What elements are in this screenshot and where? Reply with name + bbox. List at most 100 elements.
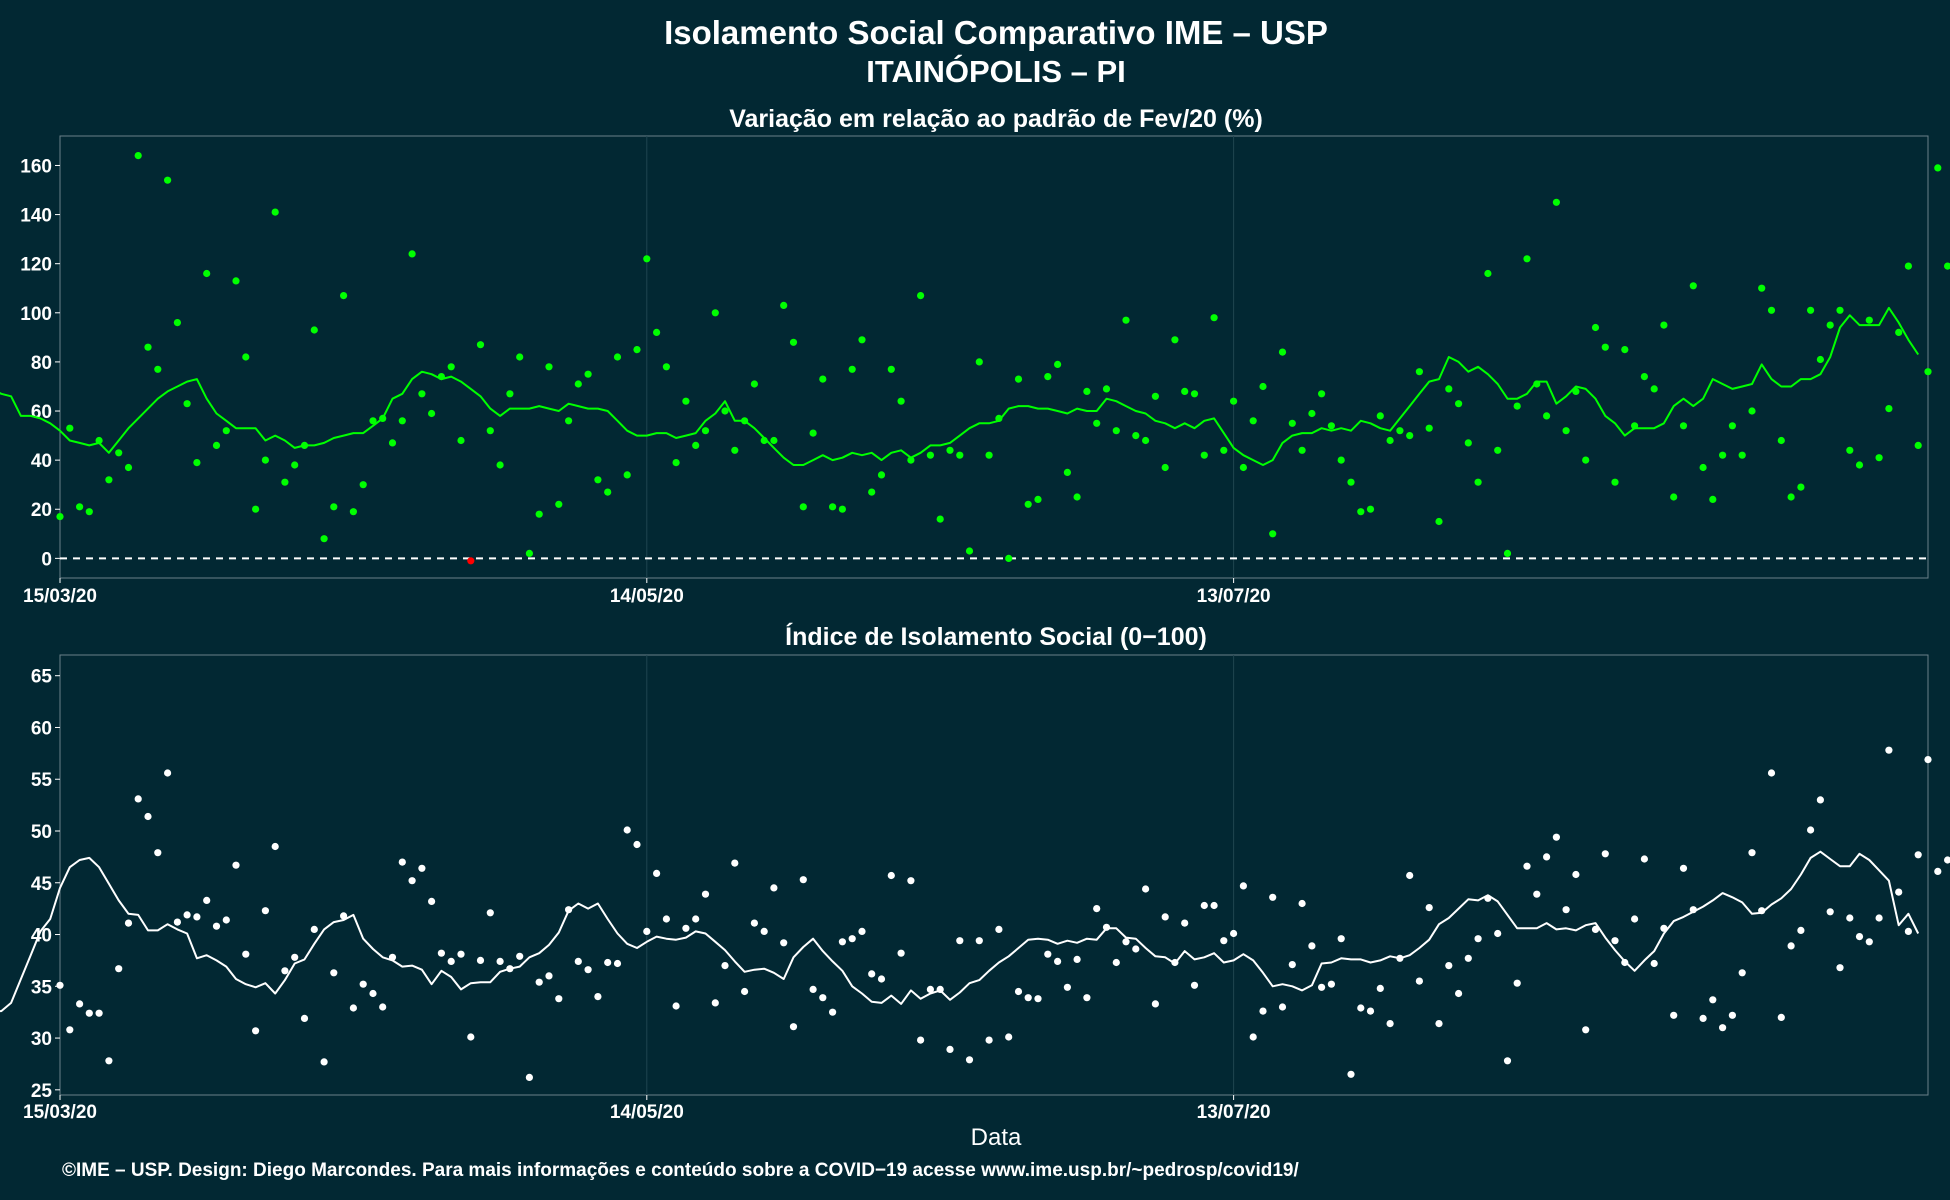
data-point xyxy=(252,1027,260,1035)
data-point xyxy=(1601,850,1609,858)
data-point xyxy=(1650,385,1658,393)
data-point xyxy=(1464,954,1472,962)
data-point xyxy=(56,513,64,521)
data-point xyxy=(291,461,299,469)
footer-credit: ©IME – USP. Design: Diego Marcondes. Par… xyxy=(62,1160,1299,1181)
data-point xyxy=(653,869,661,878)
data-point xyxy=(369,417,377,425)
data-point xyxy=(56,981,64,989)
data-point xyxy=(770,436,778,445)
data-point xyxy=(662,363,671,371)
data-point xyxy=(173,918,181,926)
data-point xyxy=(1406,871,1414,880)
plot-frame xyxy=(59,135,1929,579)
data-point xyxy=(232,861,240,869)
main-title: Isolamento Social Comparativo IME – USP xyxy=(664,14,1328,51)
data-point xyxy=(780,301,788,309)
y-tick-label: 20 xyxy=(31,500,52,521)
data-point xyxy=(124,463,133,472)
data-point xyxy=(692,915,700,923)
data-point xyxy=(281,478,289,486)
data-point xyxy=(1425,904,1433,912)
data-point xyxy=(1523,255,1531,263)
data-point xyxy=(1816,355,1824,364)
data-point xyxy=(672,459,680,467)
top-panel-title: Variação em relação ao padrão de Fev/20 … xyxy=(729,105,1263,133)
data-point xyxy=(711,309,719,317)
y-tick-label: 45 xyxy=(31,874,53,895)
data-point xyxy=(594,993,602,1001)
x-tick-label: 13/07/20 xyxy=(1197,1102,1271,1123)
data-point xyxy=(1865,938,1873,946)
data-point xyxy=(907,456,915,464)
data-point xyxy=(838,505,847,513)
data-point xyxy=(1455,400,1463,408)
data-point xyxy=(1005,1033,1013,1041)
y-tick-label: 120 xyxy=(20,255,52,276)
data-point xyxy=(1885,405,1893,413)
plot-frame xyxy=(59,654,1929,1096)
data-point xyxy=(1063,468,1071,476)
data-point xyxy=(525,1073,534,1081)
data-point xyxy=(613,353,622,361)
data-point xyxy=(1366,1007,1375,1015)
data-point xyxy=(516,952,524,960)
data-point xyxy=(310,326,318,334)
data-point xyxy=(1543,853,1551,861)
data-point xyxy=(643,927,651,936)
data-point xyxy=(379,1003,387,1011)
data-point xyxy=(1210,314,1218,322)
data-point xyxy=(1944,856,1950,864)
data-point xyxy=(1738,451,1746,459)
data-point xyxy=(721,962,729,970)
data-point xyxy=(1611,478,1619,486)
data-point xyxy=(252,505,260,513)
data-point xyxy=(1767,306,1776,314)
data-point xyxy=(1924,756,1932,764)
y-tick-label: 40 xyxy=(31,451,52,472)
data-point xyxy=(1807,306,1815,314)
data-point xyxy=(388,439,397,447)
data-point xyxy=(701,427,710,435)
data-point xyxy=(613,959,622,968)
data-point xyxy=(183,400,191,408)
data-point xyxy=(66,1026,74,1034)
data-point xyxy=(1699,1014,1707,1023)
data-point xyxy=(1670,1011,1678,1019)
data-point xyxy=(780,939,788,947)
data-point xyxy=(897,397,905,405)
data-point xyxy=(1054,957,1062,966)
data-point xyxy=(1904,927,1912,936)
data-point xyxy=(271,842,279,851)
data-point xyxy=(467,1033,475,1041)
data-point xyxy=(486,909,494,917)
data-point xyxy=(340,292,348,300)
data-point xyxy=(1190,981,1199,989)
data-point xyxy=(789,338,798,346)
data-point xyxy=(692,441,700,449)
data-point xyxy=(1259,1007,1267,1015)
data-point xyxy=(1670,493,1678,501)
data-point xyxy=(183,911,191,919)
data-point xyxy=(604,488,612,496)
data-point xyxy=(340,912,348,920)
data-point xyxy=(1836,306,1844,314)
data-point xyxy=(1914,851,1922,859)
data-point xyxy=(76,1000,84,1008)
data-point xyxy=(408,250,416,258)
data-point xyxy=(653,328,661,336)
data-point xyxy=(770,884,778,892)
data-point xyxy=(1767,769,1776,777)
data-point xyxy=(926,451,935,459)
data-point xyxy=(1200,451,1208,459)
data-point xyxy=(212,441,221,449)
data-point xyxy=(1689,282,1697,290)
y-tick-label: 30 xyxy=(31,1029,52,1050)
data-point xyxy=(1318,390,1326,398)
data-point xyxy=(1093,419,1101,427)
data-point xyxy=(349,1004,357,1012)
data-point xyxy=(604,958,612,967)
data-point xyxy=(1719,1024,1727,1032)
data-point xyxy=(1728,1011,1736,1019)
data-point xyxy=(1846,914,1854,922)
